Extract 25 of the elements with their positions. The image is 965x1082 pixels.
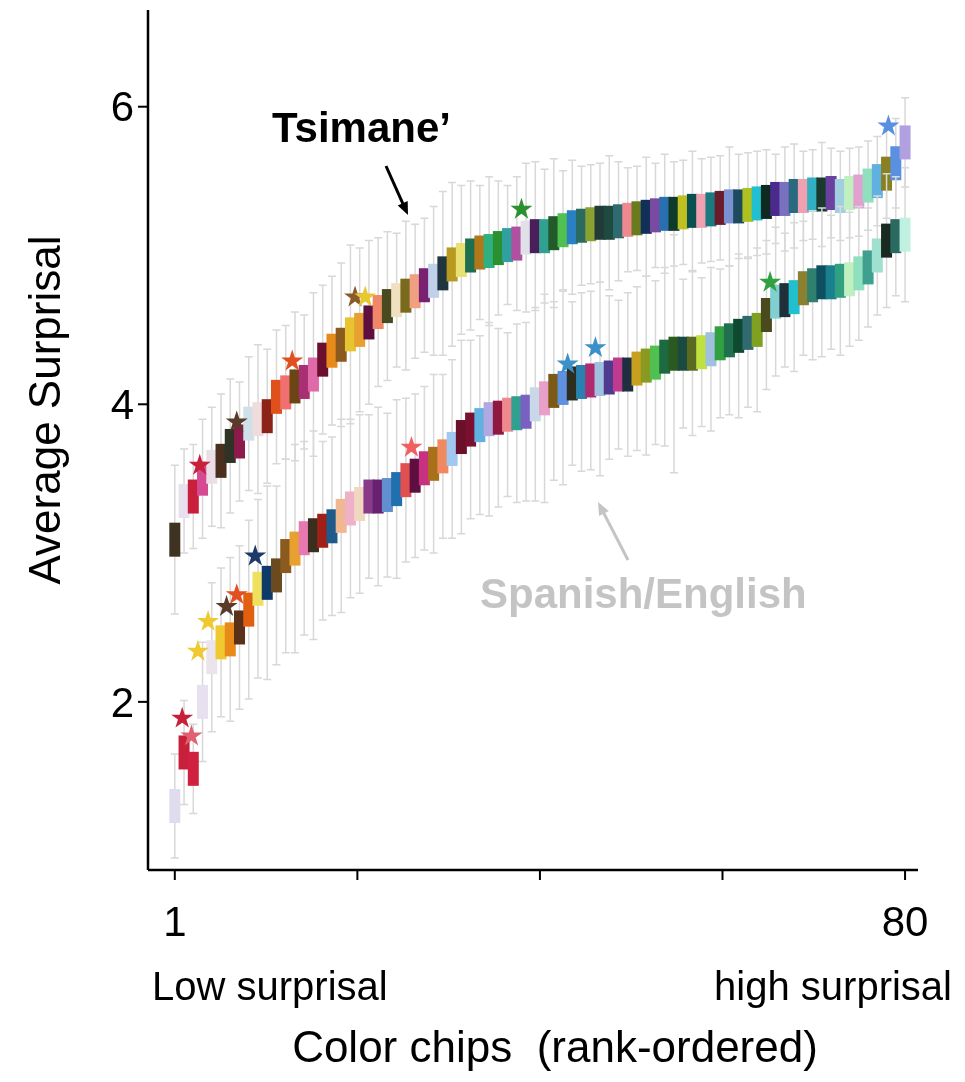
point: [510, 197, 533, 219]
text: Tsimane’: [272, 104, 451, 151]
point: [877, 114, 900, 136]
y-tick-label: 2: [110, 678, 134, 726]
y-axis-title: Average Surprisal: [20, 235, 69, 585]
point: [281, 349, 304, 371]
point: [225, 410, 248, 432]
point: [354, 285, 377, 307]
x-tick-label: 80: [881, 898, 929, 945]
point: [759, 270, 782, 292]
point: [556, 352, 579, 374]
text: high surprisal: [714, 964, 952, 1008]
text: Low surprisal: [152, 964, 388, 1008]
point: [244, 544, 267, 566]
point: [584, 336, 607, 358]
point: [186, 639, 209, 661]
point: [180, 724, 203, 746]
y-tick-label: 4: [110, 380, 134, 428]
text: Spanish/English: [480, 570, 807, 617]
y-tick-label: 6: [110, 83, 134, 131]
x-axis-title: Color chips (rank-ordered): [292, 1022, 818, 1071]
x-tick-label: 1: [163, 898, 187, 945]
point: [197, 609, 220, 631]
point: [400, 435, 423, 457]
point: [188, 453, 211, 475]
